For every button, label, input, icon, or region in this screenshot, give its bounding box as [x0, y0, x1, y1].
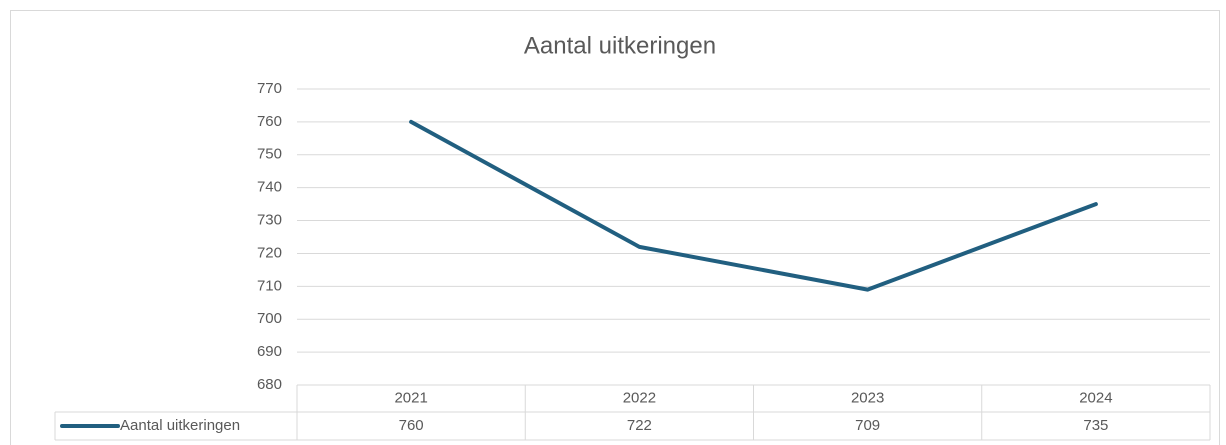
chart-title: Aantal uitkeringen: [524, 32, 716, 59]
y-tick-label: 690: [257, 343, 282, 360]
line: [409, 119, 1098, 292]
y-tick-label: 760: [257, 113, 282, 130]
y-tick-label: 720: [257, 244, 282, 261]
y-tick-label: 730: [257, 212, 282, 229]
x-tick-label: 2021: [394, 389, 427, 406]
y-tick-label: 740: [257, 179, 282, 196]
table-value: 722: [627, 417, 652, 434]
x-tick-label: 2023: [851, 389, 884, 406]
table-value: 735: [1083, 417, 1108, 434]
y-tick-label: 700: [257, 310, 282, 327]
chart-border: [10, 10, 1220, 445]
y-tick-label: 680: [257, 376, 282, 393]
table-value: 760: [399, 417, 424, 434]
y-tick-label: 710: [257, 277, 282, 294]
y-tick-label: 750: [257, 146, 282, 163]
x-tick-label: 2024: [1079, 389, 1112, 406]
x-tick-label: 2022: [623, 389, 656, 406]
y-tick-label: 770: [257, 80, 282, 97]
table-value: 709: [855, 417, 880, 434]
legend-label: Aantal uitkeringen: [120, 417, 240, 434]
